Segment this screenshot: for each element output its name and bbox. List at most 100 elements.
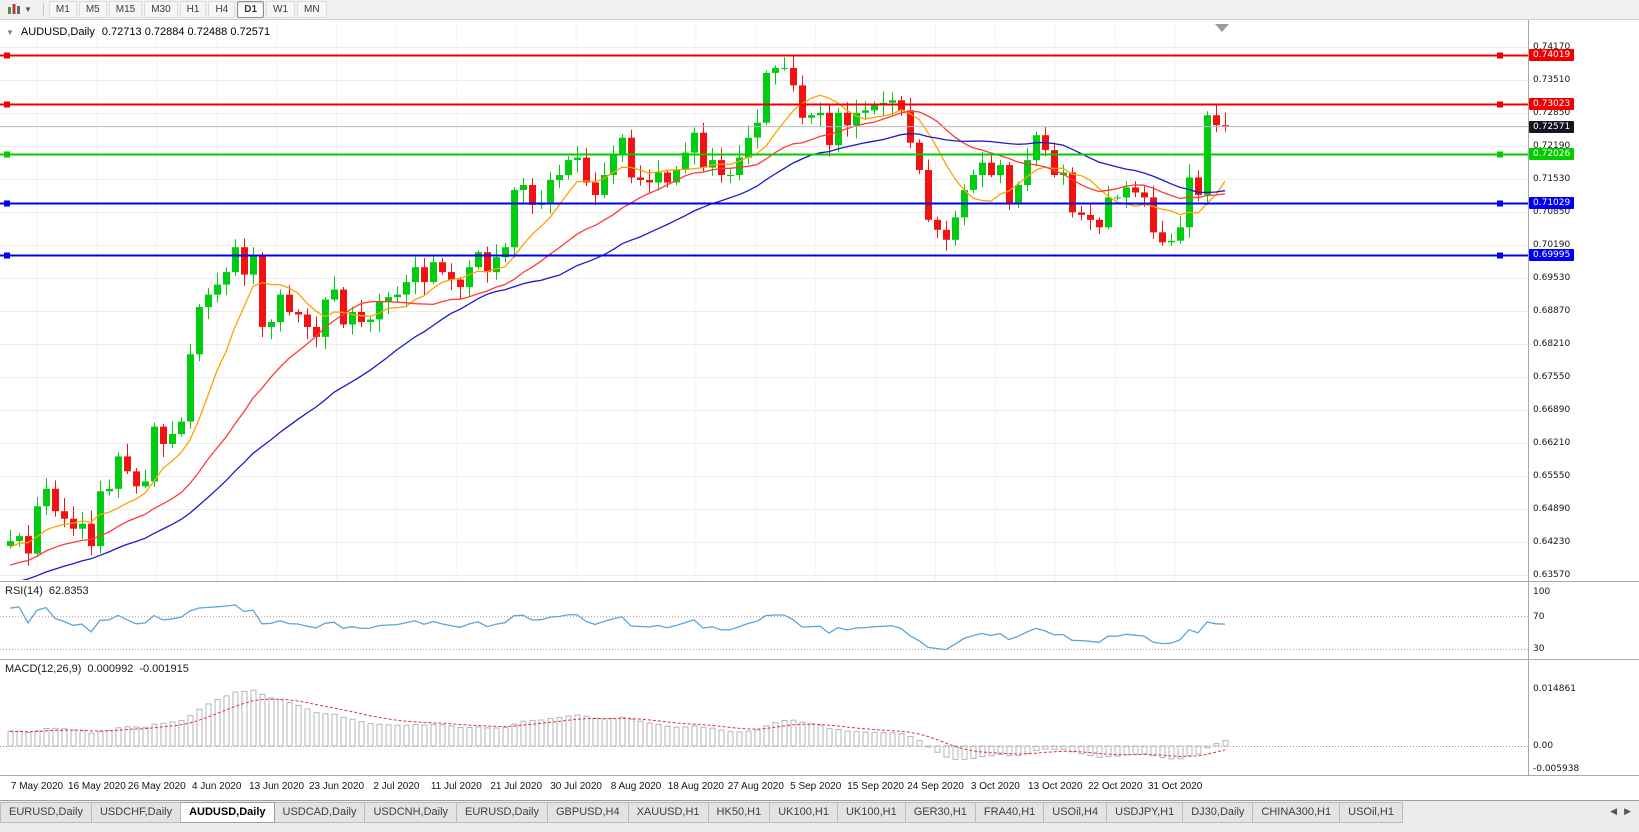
- level-price-chip: 0.74019: [1529, 48, 1575, 61]
- ohlc-values: 0.72713 0.72884 0.72488 0.72571: [101, 26, 271, 38]
- macd-header: MACD(12,26,9) 0.000992 -0.001915: [5, 663, 189, 675]
- chart-tab-ger30-h1[interactable]: GER30,H1: [905, 802, 976, 823]
- chart-tab-uk100-h1[interactable]: UK100,H1: [837, 802, 906, 823]
- timeframe-buttons: M1 M5 M15 M30 H1 H4 D1 W1 MN: [48, 1, 327, 18]
- date-axis-label[interactable]: 8 Aug 2020: [610, 781, 662, 792]
- timeframe-button-m1[interactable]: M1: [48, 1, 77, 18]
- date-axis-label[interactable]: 3 Oct 2020: [970, 781, 1020, 792]
- timeframe-button-mn[interactable]: MN: [297, 1, 327, 18]
- chart-type-button[interactable]: ▼: [3, 2, 36, 17]
- macd-panel-plot[interactable]: [0, 689, 1528, 760]
- date-axis-label[interactable]: 18 Aug 2020: [667, 781, 724, 792]
- chart-canvas[interactable]: [0, 0, 1639, 800]
- candlesticks: [7, 55, 1229, 566]
- price-axis-label[interactable]: 0.65550: [1533, 471, 1571, 482]
- chart-tab-usdchf-daily[interactable]: USDCHF,Daily: [91, 802, 182, 823]
- price-axis-label[interactable]: 0.73510: [1533, 74, 1571, 85]
- price-axis-label[interactable]: 0.68210: [1533, 338, 1571, 349]
- price-axis-label[interactable]: 0.64890: [1533, 504, 1571, 515]
- chevron-down-icon: ▼: [24, 4, 32, 14]
- chart-tab-dj30-daily[interactable]: DJ30,Daily: [1183, 802, 1254, 823]
- macd-axis-label[interactable]: -0.005938: [1533, 763, 1580, 774]
- price-axis-label[interactable]: 0.70190: [1533, 240, 1571, 251]
- price-axis-label[interactable]: 0.71530: [1533, 173, 1571, 184]
- chart-tab-usdcnh-daily[interactable]: USDCNH,Daily: [365, 802, 458, 823]
- chart-tab-usoil-h1[interactable]: USOil,H1: [1340, 802, 1403, 823]
- date-axis-label[interactable]: 27 Aug 2020: [727, 781, 784, 792]
- timeframe-button-m5[interactable]: M5: [78, 1, 107, 18]
- chart-tabs: EURUSD,Daily USDCHF,Daily AUDUSD,Daily USDC…: [0, 801, 1602, 823]
- date-axis-label[interactable]: 23 Jun 2020: [308, 781, 365, 792]
- macd-indicator-label: MACD(12,26,9): [5, 663, 82, 675]
- date-axis-label[interactable]: 15 Sep 2020: [847, 781, 904, 792]
- macd-axis-label[interactable]: 0.014861: [1533, 684, 1576, 694]
- toolbar-separator: [42, 3, 44, 16]
- date-axis-label[interactable]: 21 Jul 2020: [490, 781, 543, 792]
- chart-shift-marker-icon[interactable]: [1215, 24, 1229, 32]
- timeframe-button-w1[interactable]: W1: [266, 1, 296, 18]
- price-axis-label[interactable]: 0.70850: [1533, 207, 1571, 218]
- chart-tab-audusd-daily[interactable]: AUDUSD,Daily: [181, 802, 275, 823]
- macd-main-value: 0.000992: [87, 663, 134, 675]
- chart-tab-hk50-h1[interactable]: HK50,H1: [708, 802, 771, 823]
- chart-tab-fra40-h1[interactable]: FRA40,H1: [975, 802, 1045, 823]
- chart-tab-china300-h1[interactable]: CHINA300,H1: [1253, 802, 1341, 823]
- date-axis-label[interactable]: 30 Jul 2020: [550, 781, 602, 792]
- level-line-0.73023[interactable]: [0, 101, 1528, 108]
- rsi-indicator-label: RSI(14): [5, 585, 43, 597]
- chart-tab-uk100-h1[interactable]: UK100,H1: [770, 802, 838, 823]
- timeframe-button-h4[interactable]: H4: [208, 1, 236, 18]
- tab-scroll-controls: ◀ ▶: [1602, 801, 1639, 818]
- level-price-chip: 0.71029: [1529, 197, 1575, 210]
- level-line-0.74019[interactable]: [0, 52, 1528, 59]
- timeframe-button-m15[interactable]: M15: [108, 1, 143, 18]
- level-line-0.72026[interactable]: [0, 151, 1528, 158]
- date-axis-label[interactable]: 4 Jun 2020: [191, 781, 242, 792]
- chart-tab-usdcad-daily[interactable]: USDCAD,Daily: [274, 802, 366, 823]
- date-axis-label[interactable]: 11 Jul 2020: [430, 781, 482, 792]
- timeframe-button-m30[interactable]: M30: [144, 1, 178, 18]
- price-axis-label[interactable]: 0.68870: [1533, 306, 1571, 316]
- date-axis-label[interactable]: 7 May 2020: [10, 781, 64, 792]
- rsi-axis-label[interactable]: 30: [1533, 644, 1545, 655]
- date-axis-label[interactable]: 16 May 2020: [67, 781, 126, 792]
- price-axis-label[interactable]: 0.72190: [1533, 140, 1571, 151]
- price-axis-label[interactable]: 0.67550: [1533, 371, 1571, 382]
- price-axis-label[interactable]: 0.63570: [1533, 570, 1571, 580]
- main-toolbar: ▼ M1 M5 M15 M30 H1 H4 D1 W1 MN: [0, 0, 1639, 20]
- one-click-trading-icon[interactable]: ▼: [6, 27, 14, 37]
- rsi-header: RSI(14) 62.8353: [5, 585, 89, 597]
- date-axis-label[interactable]: 22 Oct 2020: [1087, 781, 1143, 792]
- price-axis-label[interactable]: 0.64230: [1533, 537, 1571, 548]
- timeframe-button-h1[interactable]: H1: [179, 1, 207, 18]
- date-axis-label[interactable]: 26 May 2020: [127, 781, 186, 792]
- tabs-scroll-right-icon[interactable]: ▶: [1624, 806, 1631, 816]
- chart-tab-usoil-h4[interactable]: USOil,H4: [1044, 802, 1108, 823]
- main-chart-plot[interactable]: [0, 21, 1528, 584]
- chart-tab-usdjpy-h1[interactable]: USDJPY,H1: [1107, 802, 1184, 823]
- chart-tab-gbpusd-h4[interactable]: GBPUSD,H4: [548, 802, 629, 823]
- rsi-axis-label[interactable]: 70: [1533, 611, 1545, 622]
- price-axis-label[interactable]: 0.66210: [1533, 438, 1571, 449]
- rsi-panel-plot[interactable]: [0, 604, 1528, 651]
- date-axis-label[interactable]: 24 Sep 2020: [907, 781, 964, 792]
- rsi-axis-label[interactable]: 100: [1533, 587, 1551, 597]
- price-axis-label[interactable]: 0.72850: [1533, 107, 1571, 118]
- tabs-scroll-left-icon[interactable]: ◀: [1610, 806, 1618, 816]
- level-line-0.71029[interactable]: [0, 200, 1528, 207]
- date-axis-label[interactable]: 13 Jun 2020: [249, 781, 305, 792]
- timeframe-button-d1[interactable]: D1: [237, 1, 265, 18]
- date-axis-label[interactable]: 31 Oct 2020: [1147, 781, 1203, 792]
- price-axis-label[interactable]: 0.74170: [1533, 42, 1571, 52]
- level-line-0.69995[interactable]: [0, 252, 1528, 259]
- date-axis-label[interactable]: 2 Jul 2020: [373, 781, 420, 792]
- price-axis-label[interactable]: 0.66890: [1533, 404, 1571, 415]
- symbol-period-label: AUDUSD,Daily: [20, 26, 95, 38]
- date-axis-label[interactable]: 5 Sep 2020: [790, 781, 842, 792]
- price-axis-label[interactable]: 0.69530: [1533, 273, 1571, 284]
- macd-axis-label[interactable]: 0.00: [1533, 741, 1554, 751]
- chart-tab-eurusd-daily[interactable]: EURUSD,Daily: [0, 802, 92, 823]
- chart-tab-eurusd-daily[interactable]: EURUSD,Daily: [457, 802, 548, 823]
- chart-tab-xauusd-h1[interactable]: XAUUSD,H1: [628, 802, 709, 823]
- date-axis-label[interactable]: 13 Oct 2020: [1028, 781, 1083, 792]
